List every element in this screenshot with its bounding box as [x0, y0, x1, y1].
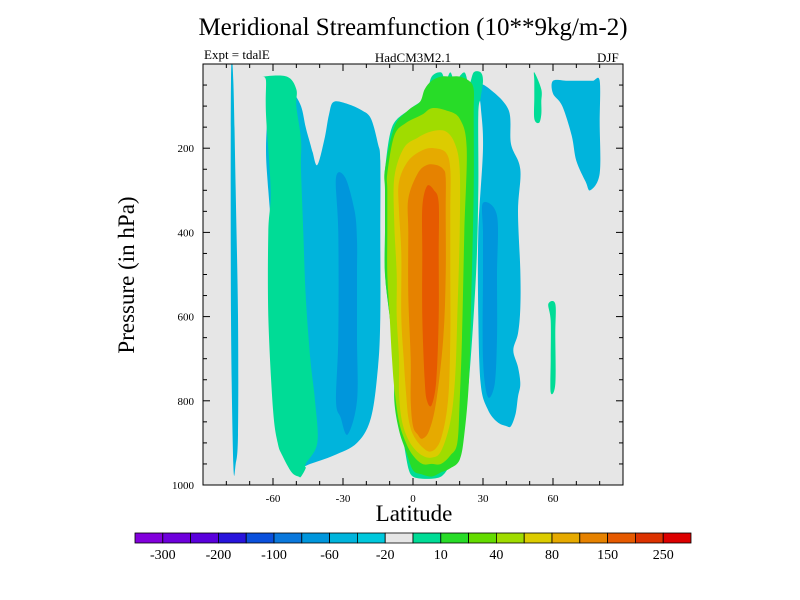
- colorbar-label: 80: [545, 548, 559, 563]
- contour-region-8: [548, 301, 556, 395]
- colorbar-swatch: [579, 532, 608, 544]
- y-tick-label: 1000: [172, 480, 195, 492]
- x-tick-label: -60: [266, 493, 281, 505]
- colorbar-label: -20: [376, 548, 395, 563]
- colorbar: -300 -200 -100 -60 -20 10 40 80 150 250: [134, 532, 692, 563]
- colorbar-swatch: [607, 532, 636, 544]
- model-label: HadCM3M2.1: [374, 50, 452, 65]
- colorbar-swatch: [384, 532, 414, 544]
- y-tick-label: 800: [178, 396, 195, 408]
- chart-title: Meridional Streamfunction (10**9kg/m-2): [198, 14, 628, 41]
- experiment-label: Expt = tdalE: [204, 47, 270, 62]
- colorbar-swatch: [162, 532, 192, 544]
- colorbar-label: -100: [261, 548, 287, 563]
- x-tick-label: 0: [410, 493, 416, 505]
- colorbar-swatch: [495, 532, 525, 544]
- contour-region-16: [421, 185, 440, 407]
- colorbar-swatch: [245, 532, 275, 544]
- colorbar-swatch: [523, 532, 553, 544]
- colorbar-swatch: [329, 532, 358, 544]
- x-tick-label: 60: [548, 493, 560, 505]
- colorbar-label: -60: [320, 548, 339, 563]
- y-tick-label: 400: [178, 227, 195, 239]
- contour-region-7: [533, 72, 542, 124]
- y-tick-label: 200: [178, 143, 195, 155]
- colorbar-swatch: [190, 532, 219, 544]
- contour-region-3: [335, 172, 358, 435]
- colorbar-label: -200: [206, 548, 232, 563]
- colorbar-swatch: [635, 532, 664, 544]
- contour-region-9: [262, 75, 318, 478]
- colorbar-label: -300: [150, 548, 176, 563]
- colorbar-swatch: [440, 532, 469, 544]
- colorbar-swatch: [273, 532, 303, 544]
- contour-region-5: [481, 201, 499, 398]
- axes: -60 -30 0 30 60 200 400 600 800 1000: [172, 63, 624, 505]
- colorbar-label: 10: [434, 548, 448, 563]
- contour-region-6: [551, 77, 601, 191]
- colorbar-swatch: [412, 532, 442, 544]
- colorbar-label: 250: [653, 548, 674, 563]
- plot-area: [203, 64, 623, 485]
- colorbar-swatch: [217, 532, 247, 544]
- y-tick-label: 600: [178, 312, 195, 324]
- x-axis-label: Latitude: [375, 501, 453, 526]
- colorbar-swatch: [356, 532, 386, 544]
- season-label: DJF: [597, 50, 619, 65]
- colorbar-label: 40: [489, 548, 503, 563]
- colorbar-swatch: [468, 532, 497, 544]
- colorbar-swatch: [662, 532, 692, 544]
- colorbar-swatch: [301, 532, 330, 544]
- x-tick-label: 30: [478, 493, 490, 505]
- contour-region-1: [230, 64, 239, 477]
- x-tick-label: -30: [336, 493, 351, 505]
- colorbar-label: 150: [597, 548, 618, 563]
- colorbar-swatch: [134, 532, 164, 544]
- colorbar-swatch: [551, 532, 581, 544]
